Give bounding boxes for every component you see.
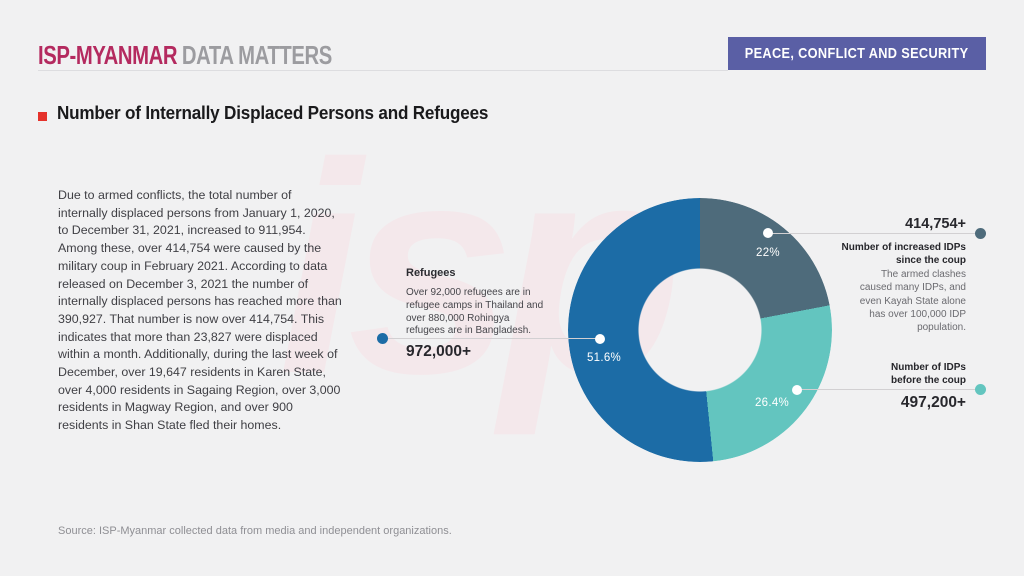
segment-label-refugees: 51.6% <box>586 352 622 364</box>
logo-secondary: DATA MATTERS <box>181 40 332 70</box>
logo-primary: ISP-MYANMAR <box>38 40 178 70</box>
donut-chart <box>568 198 832 462</box>
callout-dot-idps-before <box>975 384 986 395</box>
refugees-callout-value: 972,000+ <box>406 343 472 360</box>
title-bullet <box>38 112 47 121</box>
refugees-callout-note: Over 92,000 refugees are in refugee camp… <box>406 287 544 337</box>
callout-dot-refugees <box>377 333 388 344</box>
page-title: Number of Internally Displaced Persons a… <box>57 103 489 123</box>
segment-label-increased-idps: 22% <box>756 247 780 259</box>
segment-label-idps-before: 26.4% <box>754 397 790 409</box>
increased-idps-label-line2: since the coup <box>895 255 966 266</box>
idps-before-label-line2: before the coup <box>890 375 966 386</box>
segment-dot-idps-before <box>792 385 802 395</box>
leader-line-refugees <box>385 338 597 339</box>
leader-line-increased-idps <box>770 233 977 234</box>
source-note: Source: ISP-Myanmar collected data from … <box>58 525 452 537</box>
app-logo: ISP-MYANMAR DATA MATTERS <box>38 40 332 71</box>
header-divider <box>38 70 728 71</box>
increased-idps-label: Number of increased IDPs since the coup <box>842 241 966 267</box>
leader-line-idps-before <box>795 389 977 390</box>
idps-before-value: 497,200+ <box>900 394 966 411</box>
callout-dot-increased-idps <box>975 228 986 239</box>
increased-idps-value: 414,754+ <box>905 216 966 232</box>
refugees-callout-title: Refugees <box>406 267 456 279</box>
idps-before-label: Number of IDPs before the coup <box>891 361 966 387</box>
segment-dot-refugees <box>595 334 605 344</box>
category-badge-label: PEACE, CONFLICT AND SECURITY <box>745 45 969 62</box>
increased-idps-note: The armed clashes caused many IDPs, and … <box>859 269 966 334</box>
segment-dot-increased-idps <box>763 228 773 238</box>
idps-before-label-line1: Number of IDPs <box>890 362 966 373</box>
category-badge: PEACE, CONFLICT AND SECURITY <box>728 37 986 70</box>
increased-idps-label-line1: Number of increased IDPs <box>841 242 966 253</box>
intro-paragraph: Due to armed conflicts, the total number… <box>58 188 342 433</box>
